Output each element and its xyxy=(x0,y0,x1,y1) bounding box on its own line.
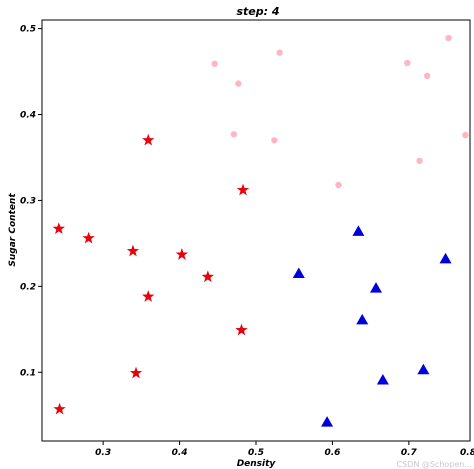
plot-area xyxy=(41,19,471,442)
triangle-point xyxy=(356,313,369,325)
circle-point xyxy=(404,59,411,67)
star-point xyxy=(129,366,143,379)
star-point xyxy=(235,323,248,336)
star-point xyxy=(201,270,215,283)
circle-point xyxy=(416,157,423,165)
y-tick-label: 0.1 xyxy=(20,368,36,378)
x-tick-label: 0.4 xyxy=(172,448,188,458)
triangle-point xyxy=(292,267,305,278)
triangle-point xyxy=(321,416,334,427)
y-axis-label: Sugar Content xyxy=(8,193,18,267)
x-tick-label: 0.3 xyxy=(95,448,111,458)
circle-point xyxy=(211,60,218,68)
circle-point xyxy=(335,181,342,189)
x-tick-label: 0.8 xyxy=(460,448,474,458)
circle-point xyxy=(235,80,242,87)
circle-point xyxy=(445,34,452,42)
circle-point xyxy=(230,131,238,138)
star-point xyxy=(175,248,189,260)
axes: 0.3 0.4 0.5 0.6 0.7 0.8 0.1 0.2 0.3 0.4 0.5 xyxy=(20,25,474,458)
watermark: CSDN @Schopen... xyxy=(397,460,473,469)
star-point xyxy=(53,402,66,415)
star-point xyxy=(142,290,155,302)
star-point xyxy=(126,244,140,257)
star-point xyxy=(52,222,65,235)
y-tick-label: 0.5 xyxy=(20,25,36,35)
x-tick-label: 0.5 xyxy=(248,448,264,458)
chart-title: step: 4 xyxy=(236,5,279,18)
data-points xyxy=(52,34,469,427)
y-tick-label: 0.2 xyxy=(20,282,36,292)
circle-point xyxy=(276,49,283,56)
y-tick-label: 0.4 xyxy=(20,111,36,121)
x-tick-label: 0.7 xyxy=(401,448,418,458)
x-axis-label: Density xyxy=(237,459,277,469)
star-point xyxy=(236,183,250,196)
triangle-point xyxy=(439,252,452,264)
circle-point xyxy=(424,72,431,80)
circle-point xyxy=(271,137,278,144)
star-point xyxy=(82,231,95,244)
triangle-point xyxy=(417,363,430,375)
circle-point xyxy=(462,131,469,139)
triangle-point xyxy=(352,225,365,236)
star-point xyxy=(142,133,155,146)
triangle-point xyxy=(376,373,389,385)
triangle-point xyxy=(369,282,382,293)
x-tick-label: 0.6 xyxy=(324,448,340,458)
y-tick-label: 0.3 xyxy=(20,196,36,206)
